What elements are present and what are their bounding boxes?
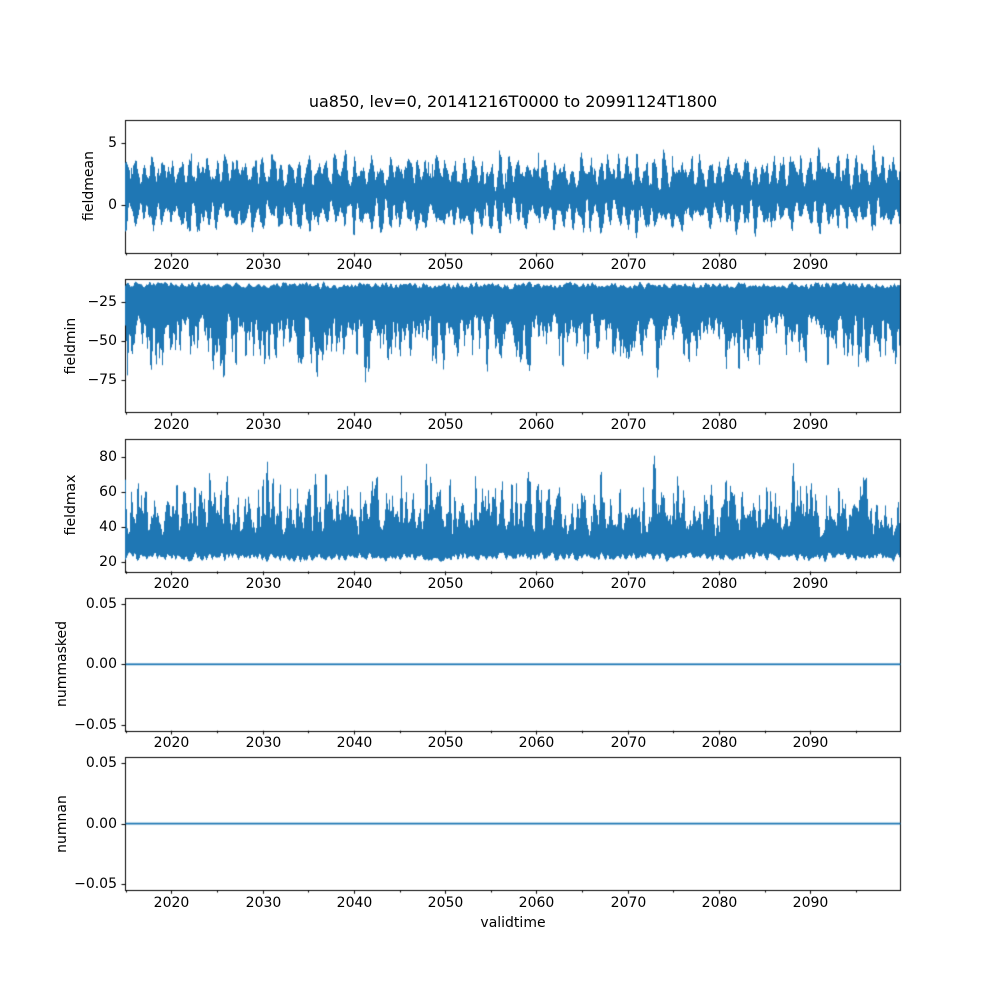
- x-tick-label: 2050: [427, 416, 464, 433]
- x-tick-label: 2070: [610, 575, 647, 592]
- y-tick-label: −50: [87, 332, 117, 349]
- y-tick-label: −75: [87, 371, 117, 388]
- x-tick-label: 2090: [792, 416, 829, 433]
- x-tick-label: 2060: [518, 894, 555, 911]
- x-tick-label: 2070: [610, 894, 647, 911]
- x-axis-label: validtime: [480, 915, 546, 931]
- x-tick-label: 2060: [518, 575, 555, 592]
- x-tick-label: 2050: [427, 575, 464, 592]
- x-tick-label: 2030: [245, 575, 282, 592]
- x-tick-label: 2020: [153, 735, 190, 752]
- x-tick-label: 2050: [427, 894, 464, 911]
- x-tick-label: 2070: [610, 735, 647, 752]
- x-tick-label: 2030: [245, 735, 282, 752]
- y-tick-label: 60: [99, 483, 117, 500]
- y-tick-label: 0.05: [85, 754, 117, 771]
- figure-title: ua850, lev=0, 20141216T0000 to 20991124T…: [308, 92, 718, 111]
- x-tick-label: 2060: [518, 735, 555, 752]
- x-tick-label: 2090: [792, 257, 829, 274]
- y-tick-label: −0.05: [74, 716, 117, 733]
- y-tick-label: 5: [108, 134, 117, 151]
- y-tick-label: 0.00: [85, 655, 117, 672]
- x-tick-label: 2040: [336, 894, 373, 911]
- y-tick-label: 0.00: [85, 815, 117, 832]
- y-tick-label: −0.05: [74, 875, 117, 892]
- x-tick-label: 2040: [336, 575, 373, 592]
- x-tick-label: 2080: [701, 257, 738, 274]
- x-tick-label: 2040: [336, 735, 373, 752]
- y-tick-label: −25: [87, 293, 117, 310]
- x-tick-label: 2090: [792, 575, 829, 592]
- x-tick-label: 2030: [245, 416, 282, 433]
- x-tick-label: 2080: [701, 575, 738, 592]
- x-tick-label: 2080: [701, 416, 738, 433]
- y-tick-label: 80: [99, 448, 117, 465]
- x-tick-label: 2060: [518, 257, 555, 274]
- y-tick-label: 0: [108, 196, 117, 213]
- x-tick-label: 2020: [153, 575, 190, 592]
- x-tick-label: 2040: [336, 416, 373, 433]
- x-tick-label: 2080: [701, 735, 738, 752]
- x-tick-label: 2020: [153, 257, 190, 274]
- x-tick-label: 2090: [792, 894, 829, 911]
- x-tick-label: 2050: [427, 735, 464, 752]
- x-tick-label: 2080: [701, 894, 738, 911]
- x-tick-label: 2030: [245, 894, 282, 911]
- y-tick-label: 20: [99, 553, 117, 570]
- x-tick-label: 2040: [336, 257, 373, 274]
- x-tick-label: 2030: [245, 257, 282, 274]
- x-tick-label: 2090: [792, 735, 829, 752]
- x-tick-label: 2020: [153, 416, 190, 433]
- x-tick-label: 2070: [610, 257, 647, 274]
- x-tick-label: 2060: [518, 416, 555, 433]
- x-tick-label: 2050: [427, 257, 464, 274]
- x-tick-label: 2070: [610, 416, 647, 433]
- x-tick-label: 2020: [153, 894, 190, 911]
- y-tick-label: 0.05: [85, 595, 117, 612]
- y-tick-label: 40: [99, 518, 117, 535]
